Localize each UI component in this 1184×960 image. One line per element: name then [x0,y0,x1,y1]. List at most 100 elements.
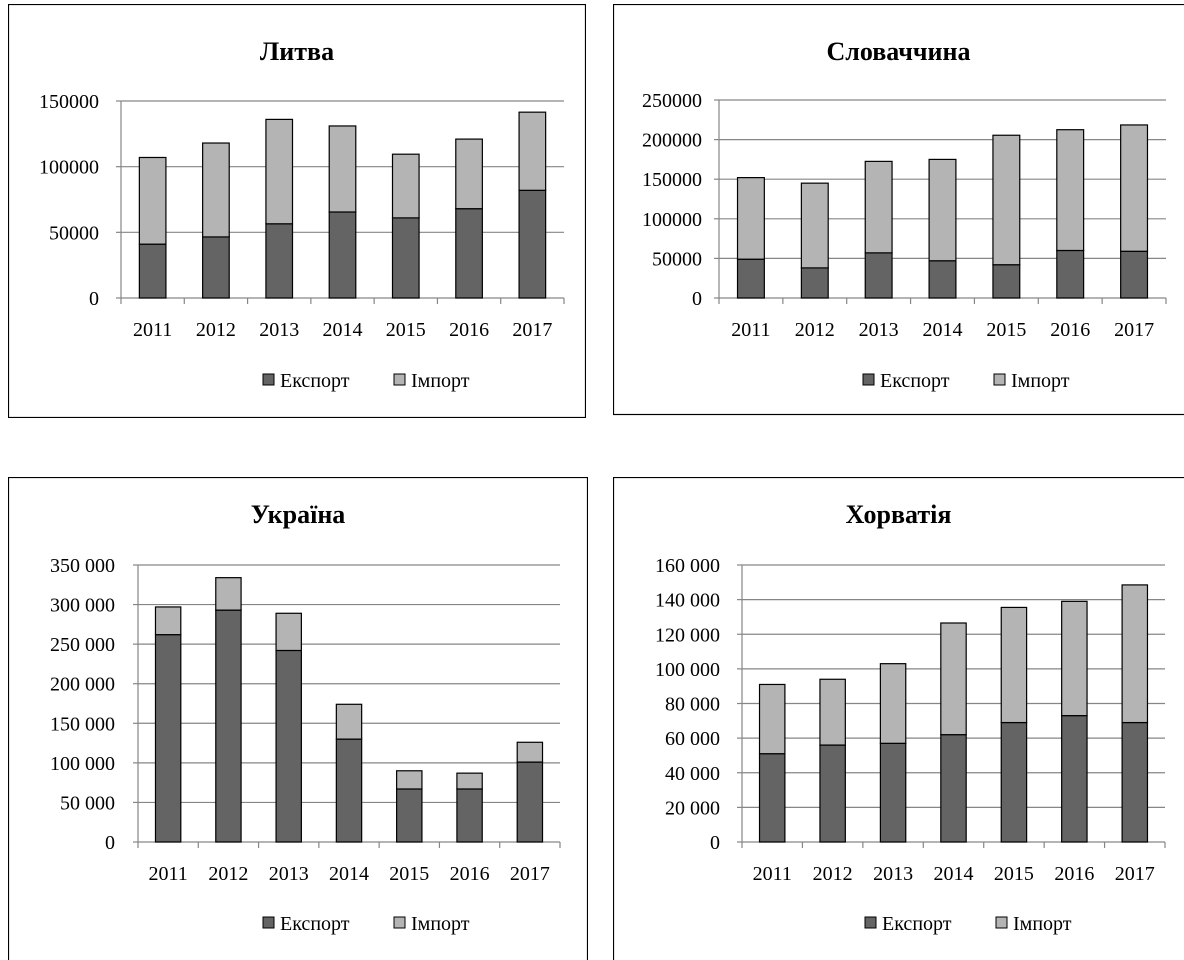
chart-frame [8,4,586,418]
bar-export [202,236,230,299]
bar-import [864,160,893,254]
x-tick-label: 2013 [259,319,299,341]
x-tick-label: 2013 [269,863,309,885]
y-tick-label: 300 000 [50,595,115,617]
y-tick-label: 160 000 [655,555,720,577]
bar-export [154,634,182,843]
chart-slovakia: Словаччина 0 50000 100000 150000 200000 250000… [613,4,1184,418]
chart-lithuania: Литва 0 50000 100000 150000 2011 2012 2013 2014 2… [8,4,586,418]
bar-export [456,788,483,843]
x-tick-label: 2013 [873,863,913,885]
y-tick-label: 100000 [39,157,99,179]
legend-label-import: Імпорт [1013,913,1072,935]
bar-import [391,153,420,219]
bar-export [265,223,294,299]
y-tick-label: 0 [89,288,99,310]
chart-title: Словаччина [826,37,970,66]
bar-import [455,138,483,210]
y-tick-label: 120 000 [655,624,720,646]
y-tick-label: 200000 [642,130,702,152]
chart-title: Україна [251,500,346,529]
chart-ukraine: Україна 0 50 000 100 000 150 000 200 000 250 0… [8,477,588,960]
chart-title: Литва [260,37,334,66]
x-tick-label: 2012 [795,319,835,341]
x-tick-label: 2011 [133,319,172,341]
bar-import [1121,584,1149,724]
y-tick-label: 80 000 [665,694,720,716]
bar-export [215,609,242,843]
y-tick-label: 40 000 [665,763,720,785]
x-tick-label: 2016 [1050,319,1090,341]
x-tick-label: 2015 [389,863,429,885]
bar-export [1000,721,1028,843]
bar-import [819,678,846,746]
bar-export [391,217,420,299]
bar-import [940,622,967,736]
legend-swatch-import [393,916,406,929]
bar-export [1120,250,1149,299]
bar-export [1056,249,1085,299]
legend-swatch-import [995,916,1008,929]
x-tick-label: 2016 [449,319,489,341]
bar-export [928,260,957,299]
y-tick-label: 100000 [642,209,702,231]
x-tick-label: 2015 [386,319,426,341]
x-tick-label: 2017 [510,863,550,885]
bar-import [328,125,357,213]
bar-import [154,606,182,636]
bar-import [275,612,302,652]
legend-label-import: Імпорт [411,913,470,935]
bar-export [328,211,357,299]
legend-swatch-export [864,916,877,929]
x-tick-label: 2015 [986,319,1026,341]
legend-label-export: Експорт [280,913,350,935]
bar-export [758,753,786,843]
bar-import [518,111,547,191]
legend-label-import: Імпорт [1011,370,1070,392]
legend-label-import: Імпорт [411,370,470,392]
y-tick-label: 50 000 [60,792,115,814]
bar-import [800,182,829,269]
bar-import [516,741,544,763]
y-tick-label: 60 000 [665,728,720,750]
bar-import [1056,129,1085,252]
x-tick-label: 2011 [731,319,770,341]
bar-export [1061,715,1088,843]
y-tick-label: 50000 [652,248,702,270]
x-tick-label: 2011 [753,863,792,885]
y-tick-label: 250 000 [50,634,115,656]
x-tick-label: 2017 [512,319,552,341]
y-tick-label: 150000 [642,169,702,191]
bar-import [335,703,363,740]
x-tick-label: 2012 [196,319,236,341]
x-tick-label: 2014 [329,863,369,885]
bar-export [516,761,544,843]
legend-label-export: Експорт [882,913,952,935]
bar-import [1000,606,1028,724]
legend-swatch-export [862,373,875,386]
y-tick-label: 100 000 [655,659,720,681]
x-tick-label: 2017 [1114,319,1154,341]
bar-export [455,208,483,299]
bar-import [202,142,230,238]
y-tick-label: 140 000 [655,590,720,612]
x-tick-label: 2016 [450,863,490,885]
bar-import [265,118,294,225]
chart-frame [8,477,588,960]
bar-export [940,734,967,843]
bar-export [396,788,423,843]
chart-svg-slovakia: Словаччина 0 50000 100000 150000 200000 250000… [613,4,1184,416]
legend-swatch-export [262,916,275,929]
chart-svg-ukraine: Україна 0 50 000 100 000 150 000 200 000 250 0… [8,477,588,960]
legend: Експорт Імпорт [862,370,1070,392]
legend-swatch-export [262,373,275,386]
bar-export [992,264,1021,299]
bar-import [879,663,907,744]
chart-frame [613,4,1184,416]
chart-title: Хорватія [846,500,952,529]
y-tick-label: 0 [710,832,720,854]
y-tick-label: 50000 [49,222,99,244]
legend-swatch-import [393,373,406,386]
x-tick-label: 2011 [149,863,188,885]
bar-import [1061,600,1088,717]
